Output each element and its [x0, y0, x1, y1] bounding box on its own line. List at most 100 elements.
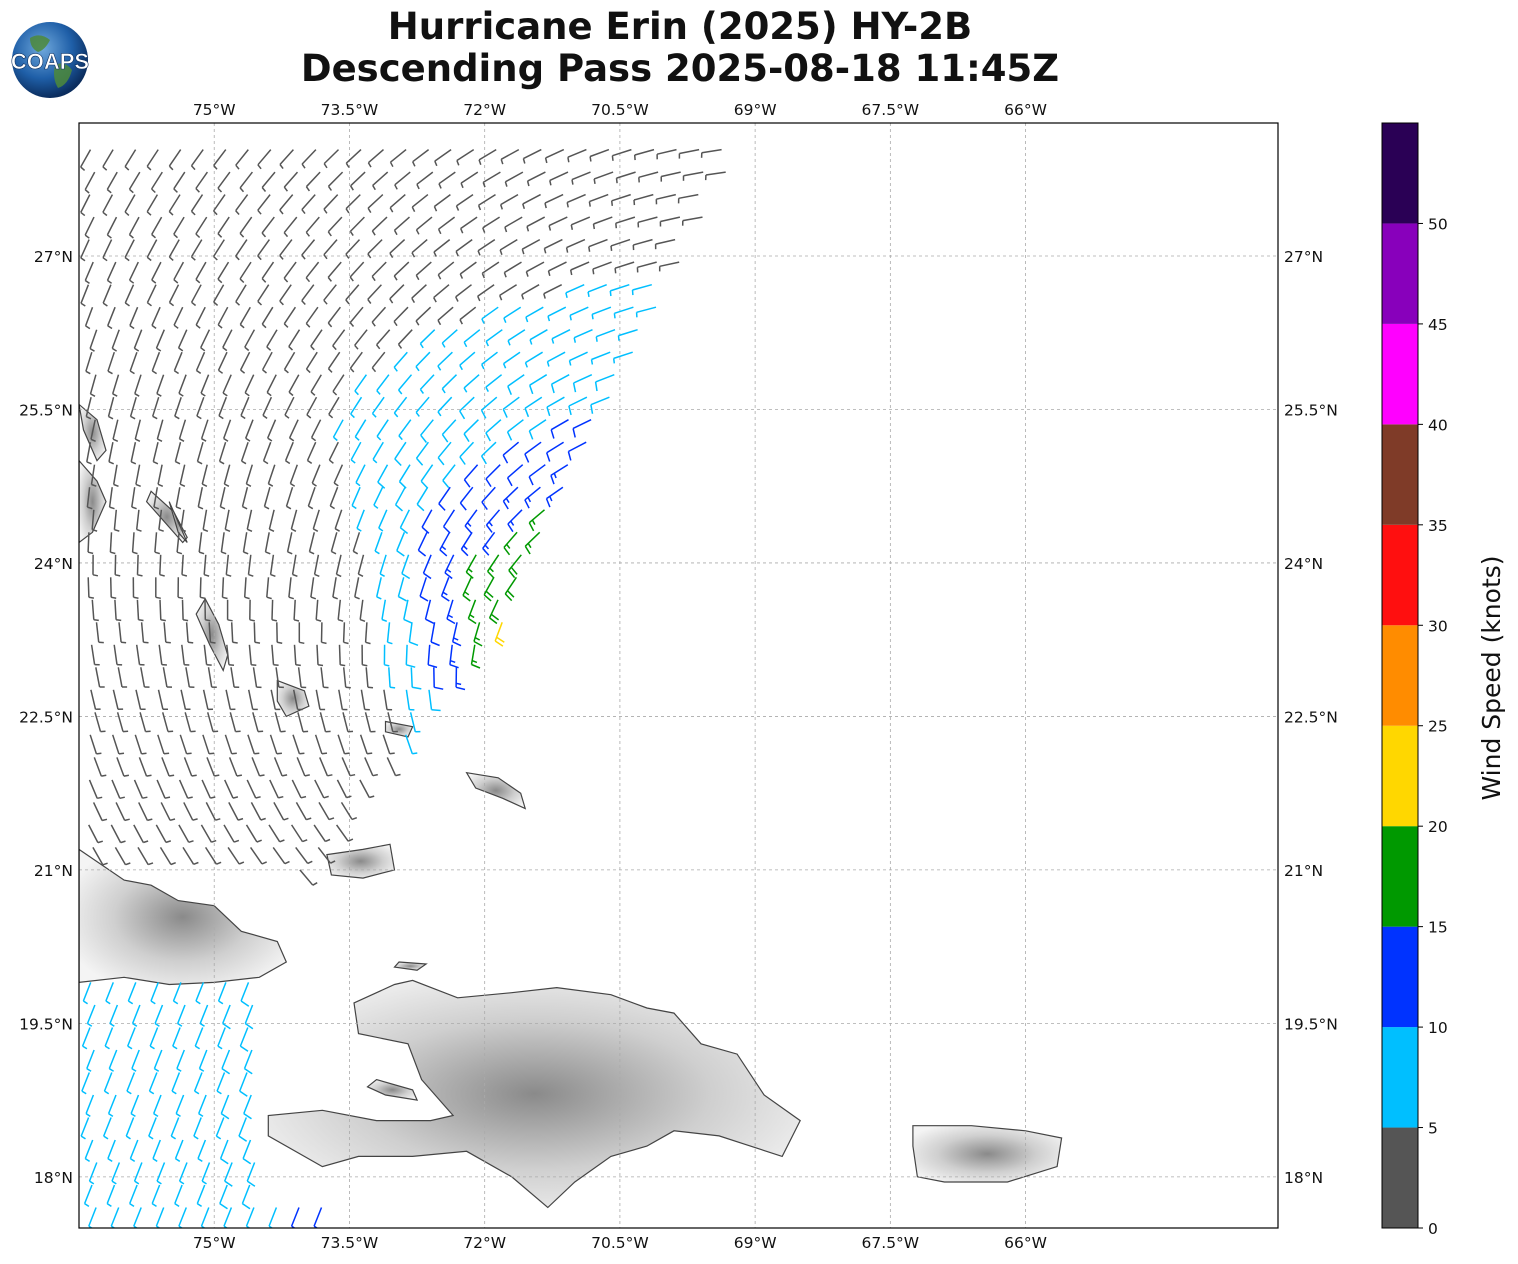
wind-barb	[656, 148, 677, 160]
landmass	[366, 1078, 419, 1101]
wind-barb	[463, 419, 479, 442]
wind-barb	[131, 1004, 141, 1027]
wind-barb	[415, 216, 433, 235]
wind-barb	[114, 599, 122, 622]
wind-barb	[499, 238, 518, 256]
wind-barb	[102, 149, 114, 171]
wind-barb	[290, 509, 298, 532]
wind-barb	[208, 622, 216, 644]
wind-barb	[482, 531, 496, 556]
wind-barb	[92, 554, 99, 577]
wind-barb	[301, 239, 316, 260]
wind-barb	[239, 261, 252, 284]
wind-barb	[81, 1027, 91, 1050]
wind-barb	[156, 419, 164, 442]
colorbar-tick-label: 30	[1428, 617, 1448, 635]
chart-title: Hurricane Erin (2025) HY-2B Descending P…	[80, 6, 1280, 90]
wind-barb	[199, 577, 206, 600]
wind-barb	[223, 824, 240, 843]
wind-barb	[441, 329, 458, 348]
wind-barb	[334, 509, 343, 532]
wind-barb	[433, 284, 450, 303]
wind-barb	[185, 622, 194, 644]
wind-barb	[252, 712, 264, 733]
wind-barb	[613, 306, 634, 319]
wind-barb	[393, 261, 410, 281]
wind-barb	[159, 599, 166, 622]
wind-barb	[529, 329, 548, 345]
wind-barb	[463, 329, 481, 348]
wind-barb	[195, 982, 205, 1005]
lon-tick-label: 73.5°W	[321, 101, 379, 119]
wind-barb	[464, 509, 478, 534]
wind-barb	[437, 216, 456, 235]
wind-barb	[269, 734, 282, 755]
wind-barb	[286, 532, 293, 555]
lon-tick-label: 67.5°W	[862, 1234, 920, 1252]
wind-barb	[200, 1207, 210, 1228]
wind-barb	[102, 239, 113, 262]
wind-barb	[504, 216, 523, 233]
wind-barb	[86, 1004, 96, 1027]
wind-barb	[349, 261, 365, 282]
wind-barb	[241, 1184, 251, 1210]
wind-barb	[345, 284, 360, 305]
wind-barb	[502, 351, 521, 369]
wind-barb	[194, 1027, 204, 1050]
landmass	[465, 771, 527, 810]
wind-barb	[337, 734, 350, 755]
wind-barb	[110, 1207, 120, 1228]
wind-barb	[135, 509, 142, 532]
wind-barb	[610, 238, 631, 251]
colorbar-bin	[1382, 524, 1418, 626]
wind-barb	[163, 622, 171, 644]
wind-barb	[84, 306, 94, 330]
wind-barb	[288, 329, 301, 351]
wind-barb	[137, 847, 154, 866]
wind-barb	[486, 554, 500, 579]
wind-barb	[503, 306, 522, 323]
wind-barb	[403, 599, 413, 624]
colorbar-tick-label: 50	[1428, 215, 1448, 233]
wind-barb	[261, 306, 274, 329]
landmass	[168, 501, 188, 543]
wind-barb	[323, 284, 337, 305]
wind-barb	[398, 419, 412, 441]
chart-title-line2: Descending Pass 2025-08-18 11:45Z	[300, 47, 1060, 90]
wind-barb	[659, 216, 681, 227]
wind-barb	[279, 284, 292, 306]
wind-barb	[226, 644, 235, 666]
wind-barb	[131, 532, 138, 555]
wind-barb	[359, 734, 373, 755]
wind-barb	[103, 1117, 112, 1140]
wind-barb	[175, 1094, 185, 1118]
wind-barb	[313, 1207, 323, 1228]
wind-barb	[261, 261, 275, 283]
wind-barb	[485, 374, 503, 392]
wind-barb	[306, 396, 318, 419]
colorbar: 0 5 10 15 20 25 30 35 40 45 50	[1381, 122, 1448, 1238]
wind-barb	[421, 509, 433, 534]
wind-barb	[284, 441, 294, 465]
wind-barb	[151, 351, 161, 375]
wind-barb	[547, 261, 567, 276]
wind-barb	[590, 351, 611, 365]
wind-barb	[107, 351, 116, 375]
wind-barb	[91, 599, 99, 622]
wind-barb	[633, 193, 654, 206]
wind-barb	[174, 1184, 183, 1208]
wind-barb	[196, 1184, 206, 1208]
wind-barb	[338, 689, 348, 711]
wind-barb	[459, 486, 474, 511]
wind-barb	[700, 148, 722, 158]
wind-barb	[253, 622, 261, 644]
wind-barb	[266, 329, 278, 351]
wind-barb	[550, 374, 570, 394]
wind-barb	[288, 374, 300, 397]
wind-barb	[242, 1139, 252, 1165]
wind-barb	[550, 464, 569, 485]
wind-barb	[129, 1139, 139, 1163]
wind-barb	[415, 396, 430, 417]
wind-barb	[612, 351, 633, 364]
colorbar-bin	[1382, 725, 1418, 827]
